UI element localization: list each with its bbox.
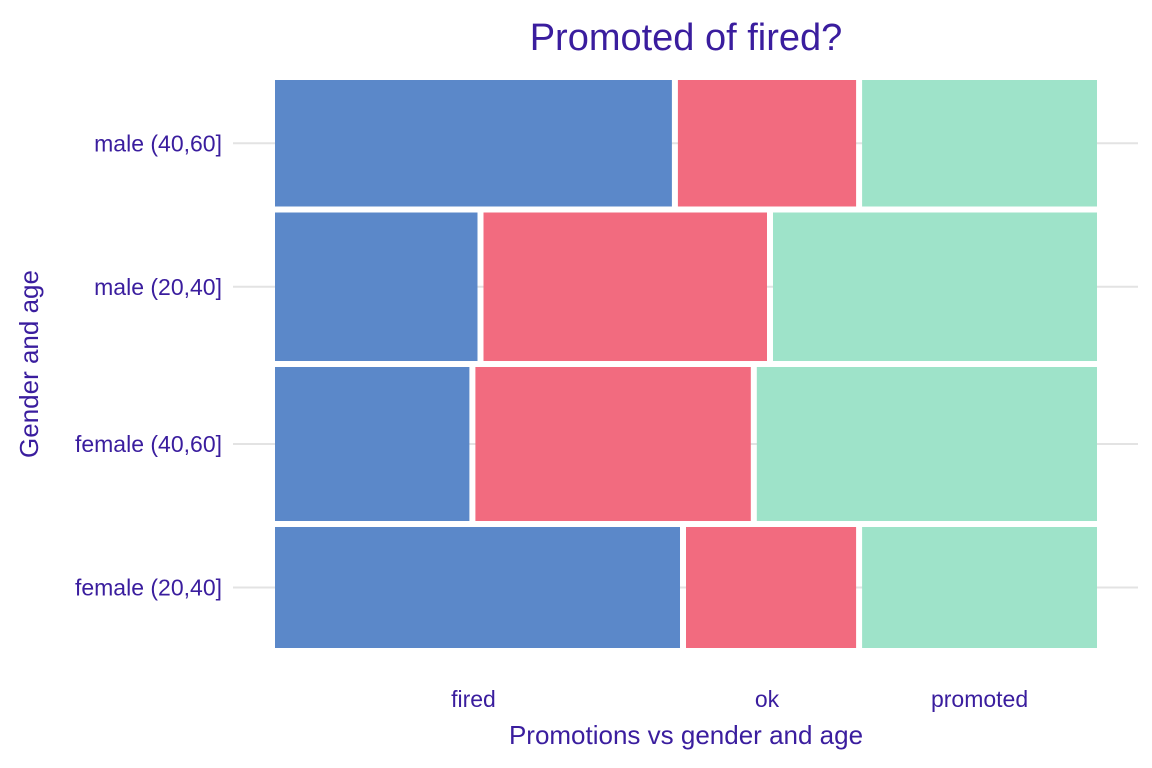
mosaic-tile-ok xyxy=(686,527,857,648)
mosaic-tile-promoted xyxy=(862,80,1097,207)
x-tick-label: fired xyxy=(451,686,496,712)
chart-title: Promoted of fired? xyxy=(530,17,843,59)
x-tick-label: ok xyxy=(755,686,780,712)
y-tick-layer: female (20,40] female (40,60] male (20,40]… xyxy=(75,130,222,600)
x-tick-label: promoted xyxy=(931,686,1028,712)
mosaic-tile-promoted xyxy=(773,212,1097,361)
mosaic-tile-fired xyxy=(275,80,672,207)
x-tick-layer: fired ok promoted xyxy=(451,686,1028,712)
mosaic-tile-fired xyxy=(275,527,680,648)
mosaic-tile-promoted xyxy=(862,527,1097,648)
y-axis-title: Gender and age xyxy=(14,270,44,458)
x-axis-title: Promotions vs gender and age xyxy=(509,720,863,750)
tiles-layer xyxy=(275,80,1097,648)
mosaic-tile-fired xyxy=(275,367,470,521)
y-tick-label: female (40,60] xyxy=(75,431,222,457)
mosaic-tile-fired xyxy=(275,212,478,361)
mosaic-tile-ok xyxy=(483,212,767,361)
y-tick-label: male (20,40] xyxy=(94,274,222,300)
mosaic-tile-ok xyxy=(475,367,751,521)
y-tick-label: female (20,40] xyxy=(75,575,222,601)
mosaic-tile-promoted xyxy=(756,367,1097,521)
y-tick-label: male (40,60] xyxy=(94,130,222,156)
mosaic-tile-ok xyxy=(677,80,857,207)
